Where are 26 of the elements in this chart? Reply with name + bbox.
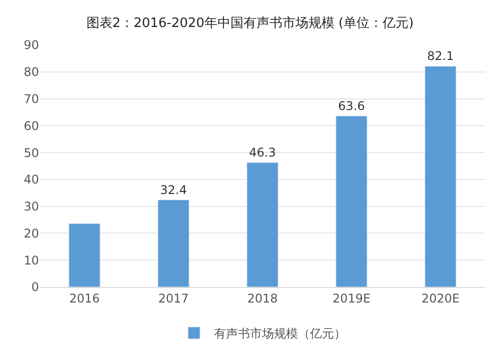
legend-label: 有声书市场规模（亿元） <box>214 326 346 341</box>
x-tick-label: 2017 <box>158 291 189 306</box>
y-tick-label: 70 <box>24 92 39 106</box>
data-label: 46.3 <box>249 146 276 160</box>
x-tick-label: 2020E <box>421 291 460 306</box>
data-label: 63.6 <box>338 98 365 113</box>
bar <box>336 116 368 287</box>
bar <box>424 66 456 287</box>
y-tick-label: 60 <box>24 118 39 133</box>
y-tick-label: 90 <box>24 38 39 52</box>
y-tick-label: 20 <box>24 226 39 240</box>
y-tick-label: 80 <box>24 65 39 80</box>
x-tick-label: 2018 <box>247 291 278 306</box>
bar <box>158 200 190 287</box>
y-tick-label: 30 <box>24 200 39 214</box>
x-tick-label: 2019E <box>332 291 371 306</box>
data-label: 32.4 <box>160 182 187 197</box>
data-label: 82.1 <box>427 49 454 64</box>
y-tick-label: 0 <box>31 280 39 294</box>
chart-title: 图表2：2016-2020年中国有声书市场规模 (单位：亿元) <box>86 16 414 32</box>
y-tick-label: 10 <box>24 253 39 268</box>
y-tick-label: 50 <box>24 146 39 160</box>
bar <box>68 223 100 287</box>
y-tick-label: 40 <box>24 172 39 187</box>
bar <box>246 162 278 287</box>
x-tick-label: 2016 <box>69 291 100 306</box>
